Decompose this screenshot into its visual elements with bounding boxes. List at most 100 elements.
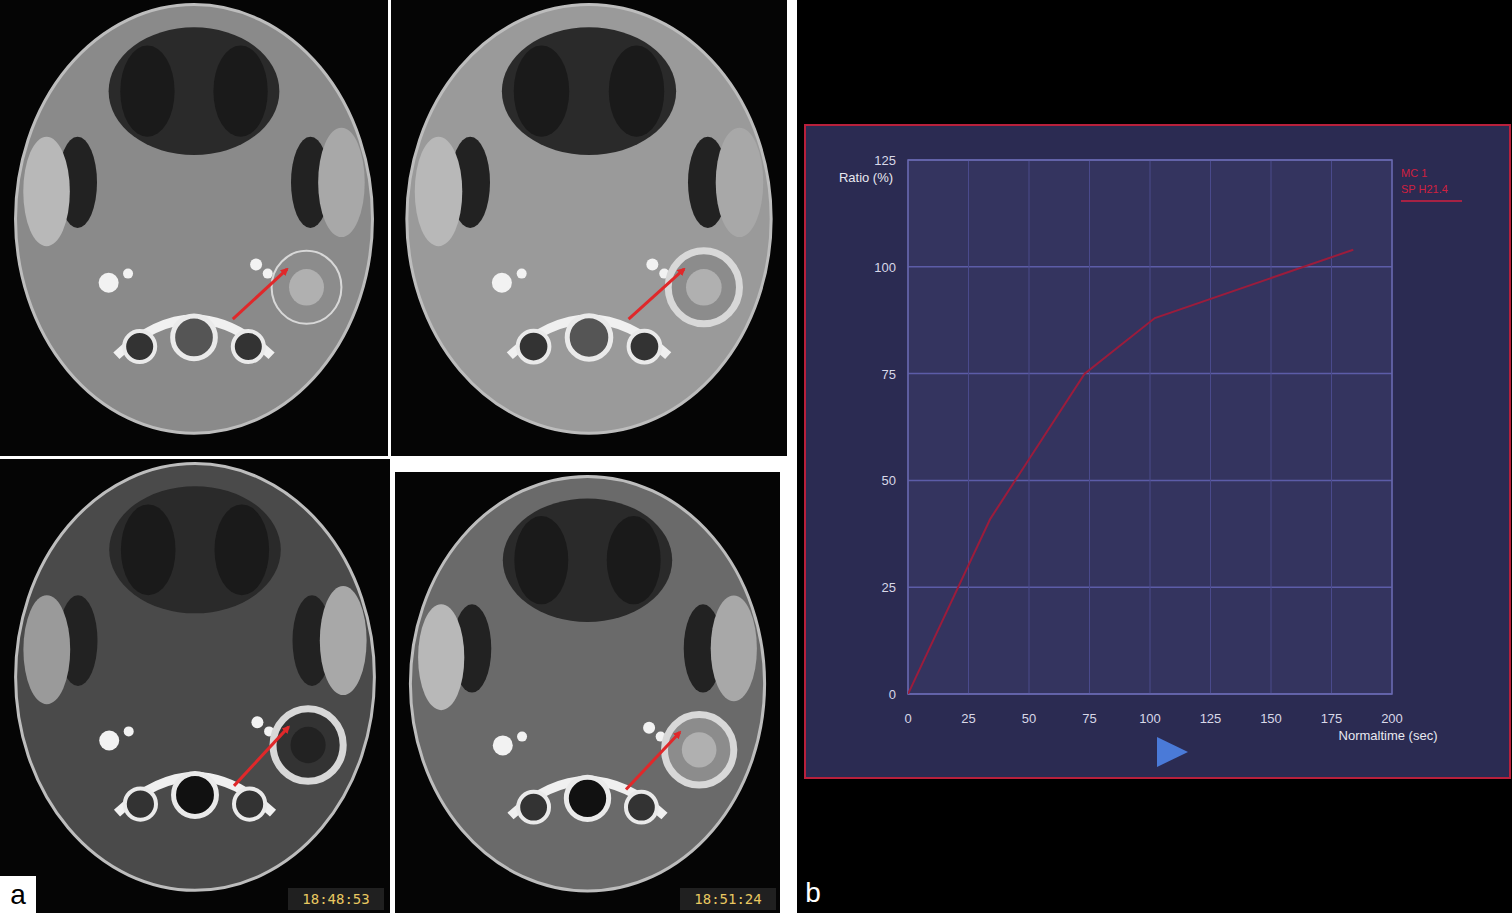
image-background [391, 0, 787, 456]
divider [788, 0, 797, 913]
x-tick-label: 100 [1139, 711, 1161, 726]
lesion-core [289, 269, 324, 305]
panel-label-box [0, 876, 36, 913]
vessel [646, 258, 658, 270]
timestamp: 18:51:24 [694, 891, 761, 907]
head-outline [16, 5, 373, 434]
vessel [492, 273, 512, 293]
spinal-canal [566, 777, 608, 819]
vessel [517, 732, 527, 742]
vertebra [234, 788, 265, 819]
parotid [716, 128, 764, 237]
grid-line [1331, 160, 1332, 694]
nasal-region [503, 498, 672, 621]
timestamp: 18:48:53 [302, 891, 369, 907]
x-tick-label: 0 [904, 711, 911, 726]
vertebra [629, 331, 661, 363]
vessel [124, 726, 134, 736]
plot-frame [908, 160, 1392, 694]
spinal-canal [567, 316, 611, 360]
timestamp-box [288, 888, 384, 910]
lesion-core [686, 269, 722, 305]
parotid [318, 128, 365, 237]
x-tick-label: 75 [1082, 711, 1096, 726]
play-icon [1157, 737, 1188, 767]
lesion-core [682, 732, 717, 767]
vertebra [124, 331, 155, 362]
y-tick-label: 75 [882, 367, 896, 382]
x-tick-label: 200 [1381, 711, 1403, 726]
x-tick-label: 50 [1022, 711, 1036, 726]
mri-image [0, 459, 390, 913]
sinus [609, 46, 664, 137]
panel-label: a [10, 879, 26, 910]
vertebra [626, 792, 657, 823]
arrow [233, 269, 287, 319]
sinus [120, 46, 174, 137]
sinus [121, 504, 176, 595]
head-outline [407, 5, 771, 434]
x-axis-label: Normaltime (sec) [1339, 728, 1438, 743]
vessel [250, 258, 262, 270]
parotid [711, 595, 757, 701]
nasal-region [109, 486, 281, 613]
series-group [908, 250, 1353, 694]
figure: 18:48:53 18:51:24 a 0 25 50 75 100 125 0 25 50 75 100… [0, 0, 1512, 913]
vessel [123, 269, 133, 279]
arrow [629, 269, 684, 319]
figure-root: 18:48:53 18:51:24 a 0 25 50 75 100 125 0 25 50 75 100… [0, 0, 1512, 913]
grid-line [1029, 160, 1030, 694]
mri-image [0, 0, 388, 456]
vessel [517, 269, 527, 279]
grid-line [1210, 160, 1211, 694]
parotid [415, 137, 463, 246]
y-tick-label: 25 [882, 580, 896, 595]
vessel [263, 269, 273, 279]
legend-entry: MC 1 [1401, 167, 1427, 179]
sinus [514, 46, 569, 137]
y-axis-label: Ratio (%) [839, 170, 893, 185]
parotid [23, 137, 70, 246]
series-line [908, 250, 1353, 694]
x-tick-label: 25 [961, 711, 975, 726]
legend-underline [1401, 200, 1462, 202]
x-tick-label: 150 [1260, 711, 1282, 726]
nasal-region [109, 27, 280, 155]
sinus [215, 504, 270, 595]
head-outline [410, 476, 764, 891]
parotid [320, 586, 367, 695]
arrow [626, 732, 680, 789]
y-tick-label: 50 [882, 473, 896, 488]
spinal-canal [173, 316, 216, 359]
image-background [0, 459, 390, 913]
y-tick-label: 100 [874, 260, 896, 275]
image-background [0, 0, 388, 456]
lesion [665, 715, 734, 786]
arrow [234, 727, 289, 786]
vessel [99, 273, 119, 293]
nasal-region [502, 27, 676, 155]
x-tick-label: 125 [1200, 711, 1222, 726]
parotid [418, 604, 464, 710]
lesion [668, 251, 739, 324]
vessel [493, 735, 513, 755]
vessel [251, 716, 263, 728]
grid-line [1089, 160, 1090, 694]
grid-line [1271, 160, 1272, 694]
background [0, 0, 1512, 913]
mri-image [391, 0, 787, 456]
vertebra [518, 331, 550, 363]
sinus [607, 516, 661, 604]
timestamp-box [680, 888, 776, 910]
y-tick-label: 125 [874, 153, 896, 168]
vertebra [125, 788, 156, 819]
vertebra [518, 792, 549, 823]
lesion [272, 251, 342, 324]
grid-line [1150, 160, 1151, 694]
image-background [395, 472, 780, 913]
y-tick-label: 0 [889, 687, 896, 702]
chart-background [797, 0, 1512, 913]
annotation: SP H21.4 [1401, 183, 1448, 195]
vertebra [233, 331, 264, 362]
sinus [213, 46, 267, 137]
